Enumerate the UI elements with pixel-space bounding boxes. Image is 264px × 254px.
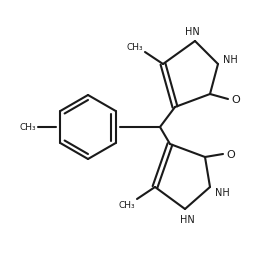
Text: O: O (232, 95, 241, 105)
Text: HN: HN (180, 214, 194, 224)
Text: NH: NH (223, 55, 237, 65)
Text: CH₃: CH₃ (20, 123, 36, 132)
Text: CH₃: CH₃ (119, 201, 135, 210)
Text: CH₃: CH₃ (127, 42, 143, 51)
Text: NH: NH (215, 187, 229, 197)
Text: HN: HN (185, 27, 199, 37)
Text: O: O (227, 149, 235, 159)
